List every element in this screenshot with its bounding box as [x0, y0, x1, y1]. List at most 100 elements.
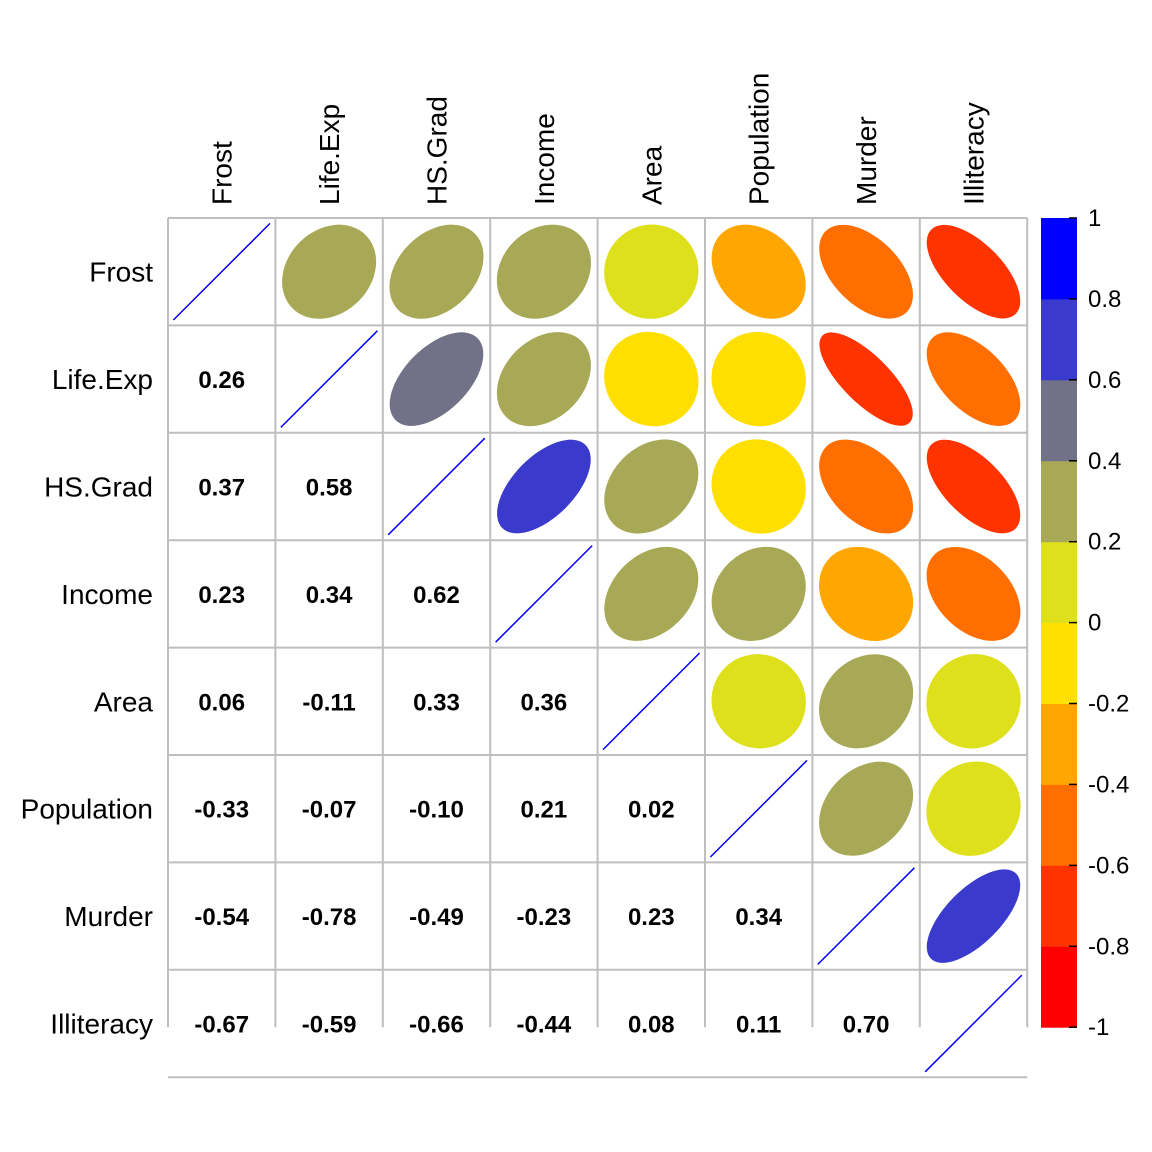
column-label-illiteracy: Illiteracy [959, 102, 990, 205]
ellipse-income-illiteracy [926, 546, 1021, 641]
colorbar-tick-label-7: -0.4 [1088, 771, 1129, 798]
ellipse-hs-grad-population [711, 439, 806, 534]
ellipse-life-exp-population [711, 331, 806, 427]
value-label-murder-population: 0.34 [735, 904, 782, 931]
value-label-income-frost: 0.23 [198, 582, 245, 609]
ellipse-population-illiteracy [926, 761, 1021, 856]
ellipse-life-exp-income [496, 332, 591, 427]
value-label-murder-frost: -0.54 [194, 904, 249, 931]
ellipse-frost-population [711, 224, 806, 319]
row-label-illiteracy: Illiteracy [50, 1009, 153, 1040]
column-label-population: Population [744, 73, 775, 205]
ellipse-life-exp-illiteracy [926, 332, 1021, 426]
colorbar-tick-label-5: 0 [1088, 610, 1101, 637]
column-label-area: Area [636, 145, 667, 205]
value-label-area-frost: 0.06 [198, 689, 245, 716]
value-label-life-exp-frost: 0.26 [198, 367, 245, 394]
value-label-population-hs-grad: -0.10 [409, 797, 464, 824]
ellipse-life-exp-area [604, 331, 699, 427]
colorbar-tick-label-9: -0.8 [1088, 933, 1129, 960]
value-label-hs-grad-frost: 0.37 [198, 475, 245, 502]
colorbar-segment-3 [1041, 703, 1077, 785]
row-label-population: Population [21, 794, 153, 825]
value-label-hs-grad-life-exp: 0.58 [306, 475, 353, 502]
diagonal-line-life-exp [280, 330, 378, 428]
value-label-income-life-exp: 0.34 [306, 582, 353, 609]
column-label-life-exp: Life.Exp [314, 104, 345, 205]
colorbar-tick-label-6: -0.2 [1088, 691, 1129, 718]
row-label-area: Area [94, 686, 154, 717]
value-label-murder-life-exp: -0.78 [302, 904, 357, 931]
ellipse-life-exp-hs-grad [389, 332, 484, 426]
ellipse-frost-area [604, 224, 699, 319]
colorbar-segment-9 [1041, 218, 1077, 300]
ellipse-life-exp-murder [819, 332, 913, 426]
ellipse-frost-hs-grad [389, 224, 484, 319]
colorbar-tick-label-3: 0.4 [1088, 448, 1121, 475]
value-label-illiteracy-frost: -0.67 [194, 1012, 249, 1039]
ellipse-frost-income [496, 224, 591, 319]
column-label-murder: Murder [851, 116, 882, 205]
colorbar-segment-4 [1041, 622, 1077, 704]
colorbar-segment-5 [1041, 541, 1077, 624]
value-label-income-hs-grad: 0.62 [413, 582, 460, 609]
diagonal-line-frost [172, 222, 271, 321]
ellipse-income-murder [819, 546, 914, 641]
ellipse-frost-illiteracy [926, 224, 1021, 319]
value-label-population-area: 0.02 [628, 797, 675, 824]
diagonal-line-population [709, 759, 808, 858]
value-label-illiteracy-area: 0.08 [628, 1012, 675, 1039]
ellipse-area-population [711, 654, 806, 749]
value-label-illiteracy-population: 0.11 [736, 1012, 781, 1039]
ellipse-frost-life-exp [282, 224, 377, 319]
row-label-life-exp: Life.Exp [52, 364, 153, 395]
row-label-hs-grad: HS.Grad [44, 472, 153, 503]
ellipse-hs-grad-murder [819, 439, 914, 534]
value-label-population-income: 0.21 [521, 797, 568, 824]
diagonal-line-hs-grad [387, 437, 486, 536]
value-label-murder-area: 0.23 [628, 904, 675, 931]
colorbar-segment-2 [1041, 784, 1077, 866]
ellipse-income-population [711, 546, 806, 641]
row-label-murder: Murder [64, 901, 153, 932]
ellipse-hs-grad-income [497, 439, 591, 534]
colorbar-segment-1 [1041, 865, 1077, 947]
colorbar-segment-8 [1041, 298, 1077, 381]
colorbar-tick-label-0: 1 [1088, 205, 1101, 232]
colorbar-tick-label-2: 0.6 [1088, 367, 1121, 394]
colorbar-tick-label-1: 0.8 [1088, 286, 1121, 313]
ellipse-income-area [604, 546, 699, 641]
ellipse-population-murder [819, 761, 914, 856]
ellipse-murder-illiteracy [926, 869, 1021, 963]
value-label-illiteracy-income: -0.44 [517, 1012, 572, 1039]
ellipse-frost-murder [819, 224, 913, 319]
value-label-illiteracy-hs-grad: -0.66 [409, 1012, 464, 1039]
value-label-population-frost: -0.33 [194, 797, 249, 824]
value-label-area-income: 0.36 [521, 689, 568, 716]
column-label-income: Income [529, 113, 560, 205]
column-label-frost: Frost [207, 141, 238, 205]
colorbar-tick-label-4: 0.2 [1088, 529, 1121, 556]
colorbar-segment-7 [1041, 379, 1077, 462]
diagonal-line-income [495, 545, 593, 643]
diagonal-line-area [602, 652, 701, 751]
row-label-income: Income [61, 579, 153, 610]
colorbar-segment-0 [1041, 946, 1077, 1028]
value-label-illiteracy-murder: 0.70 [843, 1012, 890, 1039]
ellipse-area-murder [819, 654, 914, 749]
value-label-population-life-exp: -0.07 [302, 797, 357, 824]
value-label-murder-income: -0.23 [517, 904, 572, 931]
ellipse-area-illiteracy [926, 654, 1021, 749]
colorbar-segment-6 [1041, 460, 1077, 543]
diagonal-line-murder [817, 867, 915, 965]
value-label-illiteracy-life-exp: -0.59 [302, 1012, 357, 1039]
diagonal-line-illiteracy [924, 974, 1023, 1073]
value-label-area-life-exp: -0.11 [302, 689, 355, 716]
value-label-murder-hs-grad: -0.49 [409, 904, 464, 931]
colorbar-tick-label-10: -1 [1088, 1014, 1109, 1041]
value-label-area-hs-grad: 0.33 [413, 689, 460, 716]
colorbar-tick-label-8: -0.6 [1088, 852, 1129, 879]
ellipse-hs-grad-area [604, 439, 699, 534]
column-label-hs-grad: HS.Grad [422, 96, 453, 205]
